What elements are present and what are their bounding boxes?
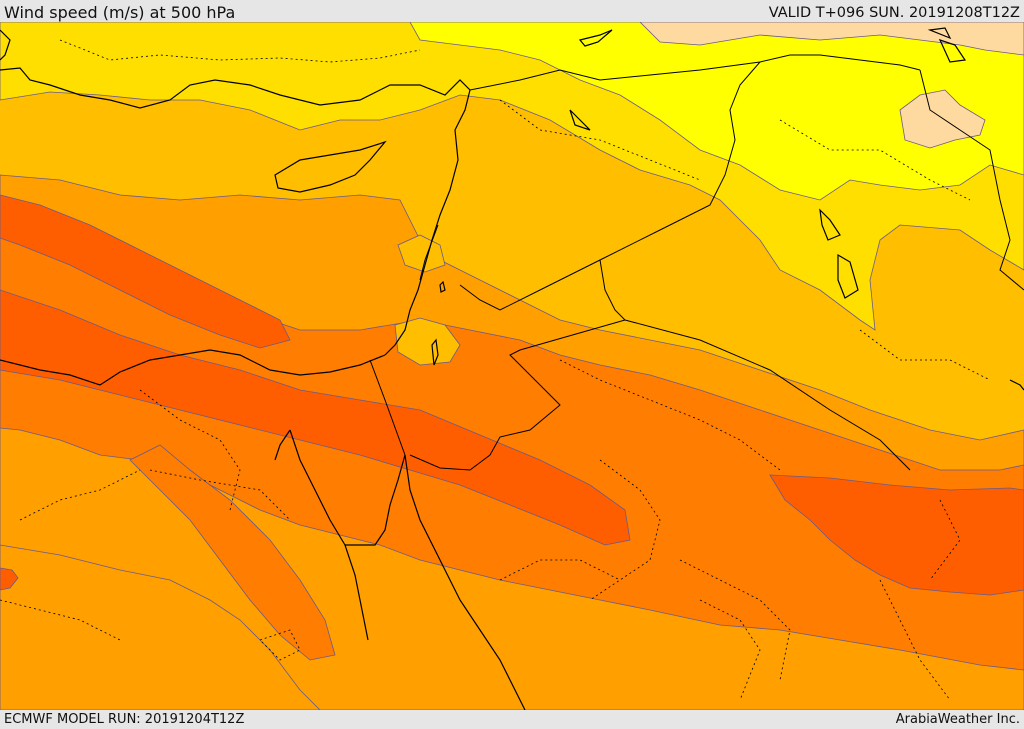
- credit: ArabiaWeather Inc.: [895, 712, 1020, 727]
- band-25-30-northpatch: [397, 234, 446, 273]
- band-40-45-east: [769, 474, 1024, 596]
- band-30-35-tongue: [0, 544, 321, 710]
- header-bar: Wind speed (m/s) at 500 hPa VALID T+096 …: [0, 0, 1024, 22]
- band-40-45-west: [0, 194, 291, 349]
- band-35-40-spur: [129, 444, 336, 661]
- footer-bar: ECMWF MODEL RUN: 20191204T12Z ArabiaWeat…: [0, 710, 1024, 729]
- band-15-20: [409, 22, 1024, 201]
- country-borders: [369, 54, 1024, 471]
- model-run: ECMWF MODEL RUN: 20191204T12Z: [4, 712, 245, 727]
- map-title: Wind speed (m/s) at 500 hPa: [4, 3, 236, 22]
- band-10-15-east: [899, 89, 986, 149]
- band-40-45-small: [0, 567, 19, 591]
- band-40-45-central: [0, 289, 631, 546]
- band-10-15-north: [639, 22, 1024, 56]
- admin-boundaries: [0, 39, 991, 701]
- band-25-30-patch: [394, 317, 461, 366]
- wind-speed-map: [0, 22, 1024, 710]
- valid-time: VALID T+096 SUN. 20191208T12Z: [768, 5, 1020, 21]
